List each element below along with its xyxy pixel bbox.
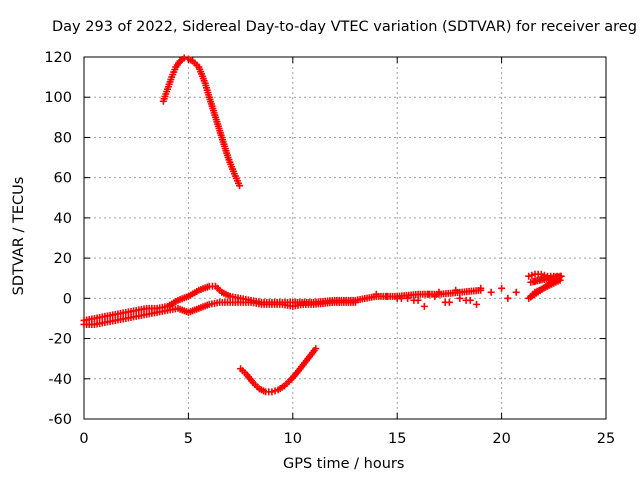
data-marks: [80, 54, 565, 396]
y-tick-label: 0: [63, 291, 72, 307]
data-point: [312, 345, 320, 353]
data-point: [556, 276, 564, 284]
y-tick-label: 80: [54, 130, 72, 146]
series-end-cluster: [525, 270, 565, 302]
data-point: [473, 300, 481, 308]
plot-frame: [83, 56, 607, 420]
y-tick-label: 100: [44, 90, 72, 106]
series-band-lower: [80, 298, 359, 328]
data-point: [372, 290, 380, 298]
data-point: [504, 294, 512, 302]
x-tick-label: 20: [492, 431, 510, 447]
y-tick-label: -40: [48, 372, 72, 388]
x-tick-label: 5: [184, 431, 193, 447]
x-tick-label: 0: [79, 431, 88, 447]
series-high-arc: [159, 54, 244, 190]
y-tick-label: 60: [54, 171, 72, 187]
data-point: [351, 298, 359, 306]
x-tick-label: 25: [597, 431, 615, 447]
data-point: [420, 302, 428, 310]
data-point: [383, 292, 391, 300]
y-tick-label: 40: [54, 211, 72, 227]
y-tick-label: -60: [48, 412, 72, 428]
data-point: [462, 296, 470, 304]
y-axis-label: SDTVAR / TECUs: [11, 176, 27, 296]
data-point: [441, 298, 449, 306]
axis-ticks: [83, 56, 607, 420]
data-point: [404, 294, 412, 302]
data-point: [456, 294, 464, 302]
x-tick-label: 10: [284, 431, 302, 447]
data-point: [236, 182, 244, 190]
data-point: [512, 288, 520, 296]
y-tick-label: 20: [54, 251, 72, 267]
data-point: [431, 292, 439, 300]
data-point: [498, 284, 506, 292]
data-point: [425, 290, 433, 298]
x-tick-label: 15: [388, 431, 406, 447]
data-point: [487, 288, 495, 296]
data-point: [477, 284, 485, 292]
series-scattered: [372, 284, 520, 310]
data-point: [397, 294, 405, 302]
chart-title: Day 293 of 2022, Sidereal Day-to-day VTE…: [52, 19, 637, 35]
tick-labels: 0 5 10 15 20 25 -60 -40 -20 0 20 40 60 80 100 120: [44, 50, 615, 447]
data-point: [180, 54, 188, 62]
grid-lines: [84, 57, 606, 419]
data-point: [452, 286, 460, 294]
data-point: [410, 296, 418, 304]
data-point: [435, 288, 443, 296]
series-low-arc: [237, 345, 320, 396]
y-tick-label: -20: [48, 332, 72, 348]
y-tick-label: 120: [44, 50, 72, 66]
x-axis-label: GPS time / hours: [283, 456, 405, 472]
